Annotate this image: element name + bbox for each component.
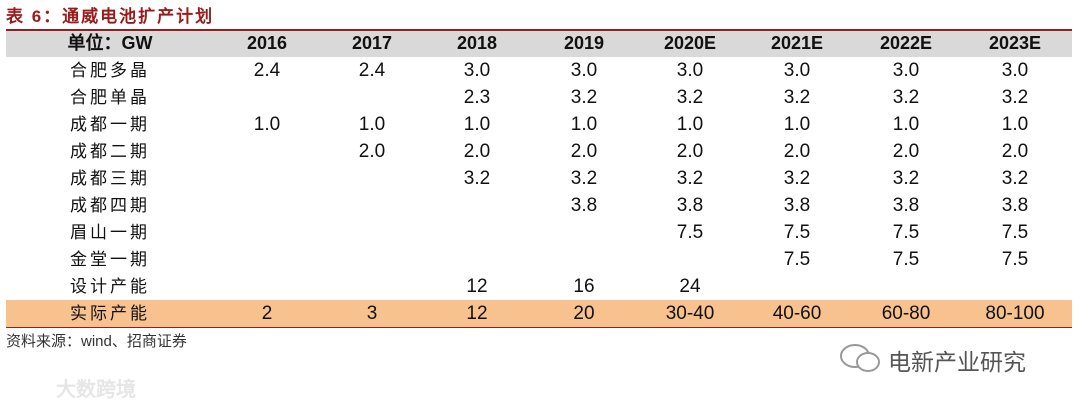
table-cell: 30-40: [665, 303, 715, 324]
top-rule: [6, 29, 1072, 31]
table-cell: 3.0: [1001, 60, 1029, 81]
row-label: 成都一期: [70, 115, 150, 134]
table-cell: 16: [573, 276, 595, 297]
row-label: 眉山一期: [70, 223, 150, 242]
table-cell: 1.0: [783, 114, 811, 135]
table-cell: 3.8: [570, 195, 598, 216]
table-cell: 2.4: [253, 60, 281, 81]
table-cell: 2.0: [570, 141, 598, 162]
header-cell: 2016: [246, 33, 288, 53]
table-cell: 1.0: [676, 114, 704, 135]
header-cell: 2020E: [663, 33, 717, 53]
table-cell: 2.4: [358, 60, 386, 81]
table-cell: 3.2: [570, 168, 598, 189]
table-cell: 7.5: [892, 249, 920, 270]
table-cell: 1.0: [463, 114, 491, 135]
header-cell: 2022E: [879, 33, 933, 53]
table-cell: 7.5: [676, 222, 704, 243]
table-cell: 2.0: [892, 141, 920, 162]
table-cell: 7.5: [783, 222, 811, 243]
table-cell: 1.0: [570, 114, 598, 135]
table-cell: 12: [466, 303, 488, 324]
table-cell: 3.2: [1001, 168, 1029, 189]
table-cell: 3.2: [892, 87, 920, 108]
table-cell: 2.3: [463, 87, 491, 108]
header-cell: 单位：GW: [67, 33, 153, 53]
header-cell: 2017: [351, 33, 393, 53]
row-label: 成都二期: [70, 142, 150, 161]
table-cell: 80-100: [985, 303, 1045, 324]
table-cell: 3.8: [676, 195, 704, 216]
table-cell: 7.5: [1001, 222, 1029, 243]
table-cell: 3.0: [570, 60, 598, 81]
table-cell: 2.0: [676, 141, 704, 162]
table-cell: 2.0: [1001, 141, 1029, 162]
table-cell: 3.2: [676, 87, 704, 108]
table-cell: 3.0: [892, 60, 920, 81]
table-cell: 7.5: [783, 249, 811, 270]
watermark: 大数跨境: [56, 379, 136, 401]
wechat-icon: [840, 344, 880, 372]
table-cell: 2.0: [358, 141, 386, 162]
table-cell: 3.2: [1001, 87, 1029, 108]
table-cell: 3.2: [892, 168, 920, 189]
table-cell: 1.0: [253, 114, 281, 135]
table-cell: 3.8: [783, 195, 811, 216]
watermark: 电新产业研究: [888, 349, 1026, 375]
table-cell: 3.0: [676, 60, 704, 81]
table-cell: 40-60: [772, 303, 822, 324]
table-cell: 2: [261, 303, 273, 324]
header-cell: 2018: [456, 33, 498, 53]
bottom-rule: [6, 327, 1072, 328]
table-cell: 3.2: [676, 168, 704, 189]
table-cell: 20: [573, 303, 595, 324]
table-cell: 60-80: [881, 303, 931, 324]
header-cell: 2019: [563, 33, 605, 53]
header-cell: 2021E: [770, 33, 824, 53]
table-cell: 3.8: [892, 195, 920, 216]
table-cell: 1.0: [358, 114, 386, 135]
row-label: 合肥单晶: [70, 88, 150, 107]
table-cell: 2.0: [783, 141, 811, 162]
table-cell: 3.8: [1001, 195, 1029, 216]
table-cell: 3: [366, 303, 378, 324]
row-label: 实际产能: [70, 304, 150, 323]
table-cell: 1.0: [1001, 114, 1029, 135]
row-label: 金堂一期: [70, 250, 150, 269]
row-label: 成都三期: [70, 169, 150, 188]
header-cell: 2023E: [988, 33, 1042, 53]
table-cell: 3.2: [570, 87, 598, 108]
table-cell: 2.0: [463, 141, 491, 162]
table-cell: 7.5: [1001, 249, 1029, 270]
table-cell: 7.5: [892, 222, 920, 243]
row-label: 设计产能: [70, 277, 150, 296]
table-title: 表 6：通威电池扩产计划: [6, 7, 215, 26]
highlight-row-bg: [6, 300, 1072, 327]
table-cell: 24: [679, 276, 701, 297]
table-cell: 3.0: [463, 60, 491, 81]
table-cell: 3.0: [783, 60, 811, 81]
table-cell: 3.2: [783, 87, 811, 108]
source-note: 资料来源：wind、招商证券: [6, 333, 187, 350]
row-label: 成都四期: [70, 196, 150, 215]
header-bg: [6, 31, 1072, 57]
row-label: 合肥多晶: [70, 61, 150, 80]
table-cell: 12: [466, 276, 488, 297]
table-cell: 1.0: [892, 114, 920, 135]
table-cell: 3.2: [463, 168, 491, 189]
table-cell: 3.2: [783, 168, 811, 189]
